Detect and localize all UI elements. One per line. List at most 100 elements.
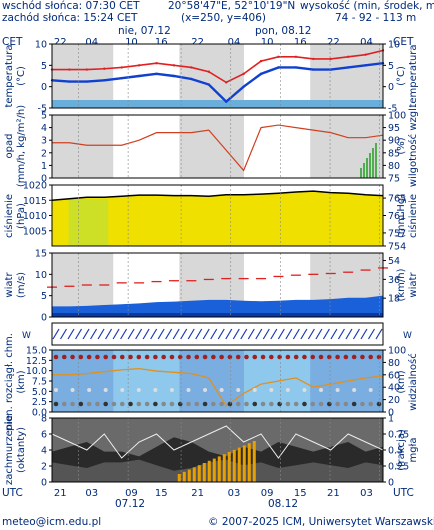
top-hour-label: 22 bbox=[54, 37, 67, 48]
fog-bar bbox=[197, 465, 201, 482]
cloud-mid-dot bbox=[285, 388, 290, 392]
top-hour-label: 04 bbox=[85, 37, 98, 48]
temp-point bbox=[225, 100, 228, 103]
wind-dir-arrow bbox=[217, 328, 225, 340]
cloud-top-dot bbox=[103, 354, 108, 360]
temp-night-2 bbox=[310, 44, 383, 108]
cloud-top-dot bbox=[219, 354, 224, 360]
humid-y2tick-label: 80 bbox=[388, 161, 400, 172]
precip-night-1 bbox=[179, 115, 244, 178]
pressure-green-band bbox=[68, 198, 109, 246]
fog-bar bbox=[222, 454, 226, 482]
cloud-top-dot bbox=[277, 354, 282, 360]
wind-dir-arrow bbox=[105, 328, 113, 340]
cloud-mid-dot bbox=[87, 388, 92, 392]
press-ytick-label: 1015 bbox=[23, 196, 47, 207]
cover-ytick-label: 0 bbox=[41, 478, 47, 489]
cloud-mid-dot bbox=[186, 388, 191, 392]
precip-ytick-label: 4 bbox=[41, 123, 47, 134]
cloud-night-0 bbox=[52, 350, 114, 412]
cloud-top-dot bbox=[128, 354, 133, 360]
wind-dir-arrow bbox=[127, 328, 135, 340]
grid-text: (x=250, y=406) bbox=[181, 12, 266, 24]
cloud-ytick-label: 2.5 bbox=[32, 397, 47, 408]
cloud-mid-dot bbox=[236, 388, 241, 392]
cloud-base-dot bbox=[194, 401, 200, 407]
cloud-top-dot bbox=[119, 354, 125, 360]
wind-border bbox=[51, 252, 384, 318]
temp-night-0 bbox=[52, 44, 114, 108]
humidity-line bbox=[52, 124, 384, 172]
fog-bar bbox=[212, 458, 216, 482]
temp-point bbox=[207, 70, 210, 73]
fog-y2tick-label: 0 bbox=[388, 478, 394, 489]
sunset-text: zachód słońca: 15:24 CET bbox=[2, 12, 138, 24]
wind-base bbox=[52, 313, 383, 317]
temp-ylabel: temperatura bbox=[4, 44, 15, 107]
cloud-top-dot bbox=[86, 354, 92, 360]
cloud-top-dot bbox=[161, 354, 166, 360]
press-ytick-label: 1005 bbox=[23, 226, 47, 237]
vis-y2label: widzialność bbox=[407, 353, 419, 410]
cloud-top-dot bbox=[293, 354, 299, 360]
temp-point bbox=[137, 74, 141, 78]
temp-night-1 bbox=[179, 44, 244, 108]
top-hour-label: 22 bbox=[191, 37, 204, 48]
wind-dir-arrow bbox=[307, 328, 315, 340]
cloud-base-dot bbox=[219, 401, 224, 407]
pressure-line bbox=[51, 190, 384, 201]
wind-dir-arrow bbox=[195, 328, 203, 340]
footer-email[interactable]: meteo@icm.edu.pl bbox=[2, 516, 102, 528]
wind-dir-arrow bbox=[172, 328, 180, 340]
vis-y2tick-label: 0 bbox=[388, 408, 394, 419]
wind-dir-arrow bbox=[330, 328, 338, 340]
cloud-top-dot bbox=[252, 354, 258, 360]
cloud-top-dot bbox=[78, 354, 84, 360]
wind-dir-arrow bbox=[352, 328, 360, 340]
cloud-base-dot bbox=[153, 401, 158, 407]
wind-dir-arrow bbox=[90, 328, 98, 340]
temp-point bbox=[259, 72, 263, 76]
cloud-base-dot bbox=[293, 401, 299, 407]
cloud-ytick-label: 15.0 bbox=[26, 346, 47, 357]
cloud-mid-dot bbox=[153, 388, 158, 392]
precip-yunit: (mm/h, kg/m²/h) bbox=[16, 105, 27, 187]
cloud-mid-dot bbox=[368, 388, 373, 392]
temp-point bbox=[225, 81, 228, 84]
cloud-base-dot bbox=[70, 401, 75, 407]
fog-bar bbox=[232, 449, 236, 482]
wind-dir-arrow bbox=[270, 328, 278, 340]
press-yunit: (hPa) bbox=[16, 203, 27, 229]
humid-y2tick-label: 100 bbox=[388, 111, 406, 122]
temp-ytick-label: -5 bbox=[38, 104, 47, 115]
cloud-ytick-label: 5.0 bbox=[32, 387, 47, 398]
pressmm-y2tick-label: 765 bbox=[388, 194, 406, 205]
bottom-tz-right: UTC bbox=[393, 487, 414, 499]
temp-point bbox=[120, 76, 123, 80]
humid-y2tick-label: 75 bbox=[388, 174, 400, 185]
cloud-top-dot bbox=[111, 354, 117, 360]
bottom-tz-left: UTC bbox=[2, 487, 23, 499]
wind-dir-arrow bbox=[59, 328, 68, 340]
humid-y2tick-label: 90 bbox=[388, 136, 400, 147]
wind-dir-arrow bbox=[360, 328, 368, 340]
precip-ytick-label: 2 bbox=[41, 148, 47, 159]
pressmm-y2tick-label: 757 bbox=[388, 228, 406, 239]
temp-point bbox=[103, 79, 106, 82]
cloud-base-dot bbox=[285, 401, 291, 407]
cloud-top-dot bbox=[202, 354, 208, 360]
top-tz-right: CET bbox=[393, 36, 414, 48]
temp-point bbox=[172, 64, 176, 67]
elevation-values: 74 - 92 - 113 m bbox=[335, 12, 417, 24]
temp-point bbox=[190, 66, 193, 69]
cloud-top-dot bbox=[335, 354, 340, 360]
bottom-hour-label: 21 bbox=[327, 488, 340, 499]
fog-y2tick-label: 0.5 bbox=[388, 446, 403, 457]
top-hour-label: 10 bbox=[125, 37, 138, 48]
wind-dir-arrow bbox=[367, 328, 376, 340]
wind-dir-arrow bbox=[277, 328, 285, 340]
cloud-top-dot bbox=[144, 354, 150, 360]
cloud-base-dot bbox=[269, 401, 274, 407]
cloud-top-dot bbox=[61, 354, 67, 360]
humid-y2tick-label: 85 bbox=[388, 148, 400, 159]
